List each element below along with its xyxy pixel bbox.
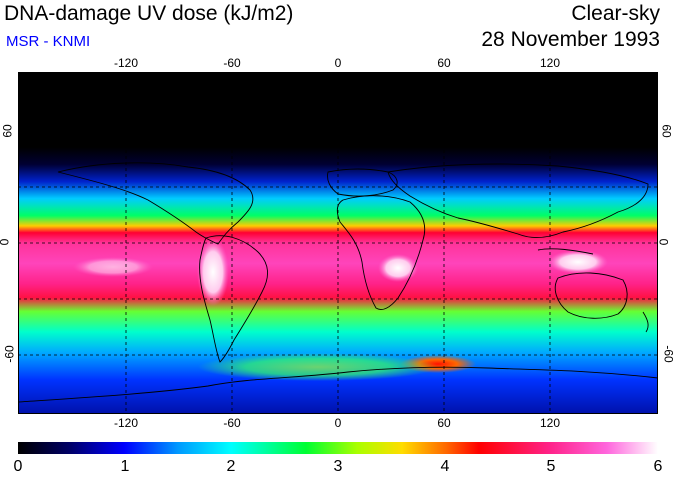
coast-indonesia <box>537 248 594 255</box>
coast-asia <box>387 163 649 239</box>
uv-max-africa <box>378 254 418 282</box>
coast-antarctica <box>18 366 658 403</box>
uv-max-south-america <box>197 238 229 306</box>
lon-label-top: -60 <box>223 56 241 70</box>
scale-label: 5 <box>546 458 556 475</box>
lon-label-bottom: 60 <box>437 416 451 430</box>
lat-label-right: 0 <box>656 238 671 246</box>
lon-label-bottom: -120 <box>113 416 139 430</box>
sky-condition: Clear-sky <box>571 2 660 25</box>
coast-new-zealand <box>642 311 649 333</box>
color-scale-gradient <box>18 442 658 454</box>
coast-south-america <box>199 235 268 363</box>
map-date: 28 November 1993 <box>481 28 660 51</box>
lon-label-bottom: 0 <box>334 416 342 430</box>
scale-label: 6 <box>653 458 663 475</box>
lat-label-right: 60 <box>659 124 674 138</box>
lon-label-top: -120 <box>113 56 139 70</box>
coast-europe <box>327 168 398 197</box>
scale-label: 0 <box>13 458 23 475</box>
scale-label: 1 <box>120 458 130 475</box>
lon-label-bottom: -60 <box>223 416 241 430</box>
page-title: DNA-damage UV dose (kJ/m2) <box>4 2 294 25</box>
lon-label-bottom: 120 <box>539 416 561 430</box>
uv-max-australia <box>548 250 608 274</box>
lat-label-right: -60 <box>661 345 676 363</box>
lon-label-top: 0 <box>334 56 342 70</box>
color-scale-bar <box>18 442 658 454</box>
lon-label-top: 120 <box>539 56 561 70</box>
coastlines <box>18 162 658 403</box>
source-label: MSR - KNMI <box>6 33 91 50</box>
uv-band-antarctica <box>198 353 438 381</box>
coast-north-america <box>57 162 254 245</box>
scale-label: 2 <box>226 458 236 475</box>
lat-label-left: 0 <box>0 239 11 246</box>
uv-dose-map <box>18 72 658 414</box>
lat-label-left: 60 <box>0 124 15 138</box>
scale-label: 3 <box>333 458 343 475</box>
coast-africa <box>336 195 426 310</box>
lat-label-left: -60 <box>2 345 17 363</box>
lon-label-top: 60 <box>437 56 451 70</box>
map-frame <box>18 72 658 414</box>
scale-label: 4 <box>440 458 450 475</box>
graticule <box>18 72 658 414</box>
coast-australia <box>554 272 628 319</box>
uv-max-pacific <box>73 257 153 277</box>
